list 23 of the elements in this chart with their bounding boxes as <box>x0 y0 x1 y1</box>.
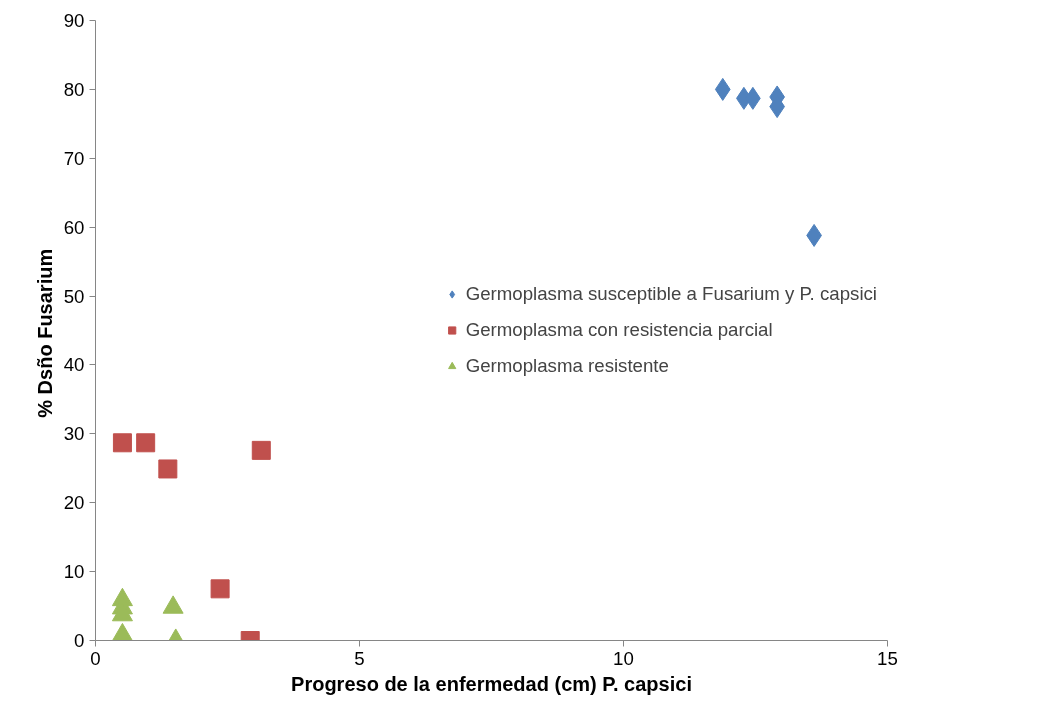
y-axis-title: % Dsño Fusarium <box>33 248 56 418</box>
x-tick-label: 5 <box>354 647 365 669</box>
legend-label: Germoplasma resistente <box>465 355 669 377</box>
point <box>714 77 731 101</box>
y-tick-label: 80 <box>63 78 85 100</box>
x-tick-label: 0 <box>90 647 101 669</box>
x-tick-label: 15 <box>877 647 898 669</box>
legend-label: Germoplasma susceptible a Fusarium y P. capsici <box>465 283 877 305</box>
point <box>162 595 184 614</box>
y-tick-label: 20 <box>63 492 85 514</box>
x-tick-label: 10 <box>613 647 634 669</box>
y-tick-label: 40 <box>63 354 85 376</box>
point <box>251 440 271 460</box>
x-axis-title: Progreso de la enfermedad (cm) P. capsici <box>291 672 692 695</box>
legend-label: Germoplasma con resistencia parcial <box>465 319 773 341</box>
y-tick-label: 90 <box>63 10 85 31</box>
y-tick-label: 0 <box>74 630 85 651</box>
y-tick-label: 60 <box>63 216 85 238</box>
point <box>111 622 133 641</box>
y-tick-label: 70 <box>63 147 85 169</box>
y-tick-label: 10 <box>63 561 85 583</box>
y-tick-label: 30 <box>63 423 85 445</box>
y-tick-label: 50 <box>63 285 85 307</box>
